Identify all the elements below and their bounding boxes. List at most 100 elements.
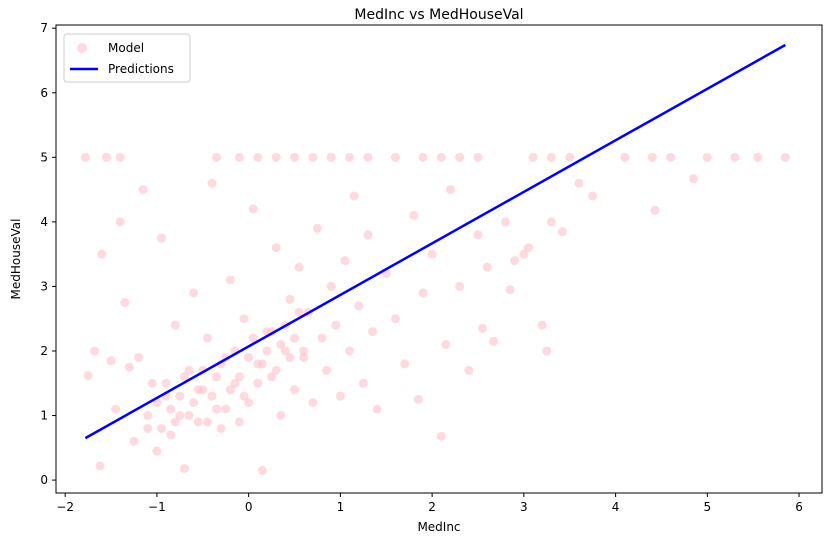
scatter-point	[271, 243, 281, 253]
y-tick-label: 4	[40, 215, 48, 229]
scatter-point	[276, 340, 286, 350]
legend: Model Predictions	[63, 33, 191, 83]
scatter-point	[565, 152, 575, 162]
scatter-point	[262, 346, 272, 356]
scatter-point	[312, 223, 322, 233]
scatter-point	[482, 262, 492, 272]
scatter-point	[285, 294, 295, 304]
scatter-point	[253, 152, 263, 162]
scatter-point	[331, 320, 341, 330]
x-tick-label: 1	[337, 500, 345, 514]
x-tick-label: 4	[612, 500, 620, 514]
scatter-point	[441, 340, 451, 350]
scatter-point	[156, 233, 166, 243]
scatter-point	[234, 372, 244, 382]
scatter-point	[207, 178, 217, 188]
scatter-point	[299, 352, 309, 362]
scatter-point	[647, 152, 657, 162]
scatter-point	[400, 359, 410, 369]
scatter-point	[445, 185, 455, 195]
scatter-point	[363, 230, 373, 240]
scatter-point	[294, 307, 304, 317]
scatter-point	[322, 365, 332, 375]
scatter-point	[170, 417, 180, 427]
scatter-point	[193, 385, 203, 395]
y-tick-label: 7	[40, 21, 48, 35]
scatter-point	[537, 320, 547, 330]
scatter-point	[542, 346, 552, 356]
x-tick-label: −2	[56, 500, 74, 514]
scatter-point	[574, 178, 584, 188]
scatter-point	[436, 431, 446, 441]
scatter-point	[216, 423, 226, 433]
scatter-point	[780, 152, 790, 162]
scatter-point	[239, 314, 249, 324]
scatter-point	[120, 298, 130, 308]
scatter-point	[436, 152, 446, 162]
scatter-point	[418, 152, 428, 162]
y-tick-label: 1	[40, 409, 48, 423]
scatter-point	[161, 378, 171, 388]
scatter-point	[557, 227, 567, 237]
scatter-point	[267, 372, 277, 382]
scatter-point	[299, 346, 309, 356]
scatter-point	[753, 152, 763, 162]
x-tick-label: 3	[520, 500, 528, 514]
scatter-point	[95, 461, 105, 471]
scatter-point	[473, 230, 483, 240]
scatter-point	[212, 372, 222, 382]
scatter-point	[326, 281, 336, 291]
scatter-point	[523, 243, 533, 253]
scatter-point	[184, 365, 194, 375]
scatter-point	[317, 333, 327, 343]
scatter-point	[308, 398, 318, 408]
scatter-point	[90, 346, 100, 356]
scatter-point	[285, 352, 295, 362]
scatter-point	[326, 152, 336, 162]
scatter-point	[413, 394, 423, 404]
scatter-point	[620, 152, 630, 162]
scatter-point	[212, 152, 222, 162]
scatter-point	[510, 256, 520, 266]
scatter-point	[455, 152, 465, 162]
y-tick-label: 6	[40, 86, 48, 100]
scatter-point	[225, 385, 235, 395]
scatter-point	[248, 204, 258, 214]
plot-frame	[55, 24, 823, 494]
scatter-point	[221, 404, 231, 414]
scatter-point	[354, 301, 364, 311]
x-tick-label: 2	[428, 500, 436, 514]
scatter-point	[345, 346, 355, 356]
scatter-point	[212, 404, 222, 414]
scatter-point	[179, 372, 189, 382]
scatter-point	[175, 391, 185, 401]
scatter-point	[473, 152, 483, 162]
scatter-point	[115, 217, 125, 227]
y-tick-label: 5	[40, 150, 48, 164]
scatter-point	[294, 262, 304, 272]
scatter-point	[134, 352, 144, 362]
scatter-points	[80, 152, 790, 475]
prediction-line	[84, 43, 786, 440]
scatter-point	[147, 378, 157, 388]
scatter-point	[349, 191, 359, 201]
scatter-point	[276, 411, 286, 421]
scatter-point	[730, 152, 740, 162]
legend-label-model: Model	[108, 41, 144, 55]
scatter-point	[367, 327, 377, 337]
scatter-point	[189, 398, 199, 408]
scatter-point	[505, 285, 515, 295]
scatter-point	[702, 152, 712, 162]
scatter-point	[290, 333, 300, 343]
scatter-point	[129, 436, 139, 446]
scatter-point	[528, 152, 538, 162]
scatter-point	[253, 378, 263, 388]
scatter-point	[546, 152, 556, 162]
scatter-point	[290, 385, 300, 395]
scatter-point	[170, 320, 180, 330]
scatter-point	[271, 152, 281, 162]
scatter-point	[358, 378, 368, 388]
scatter-point	[501, 217, 511, 227]
